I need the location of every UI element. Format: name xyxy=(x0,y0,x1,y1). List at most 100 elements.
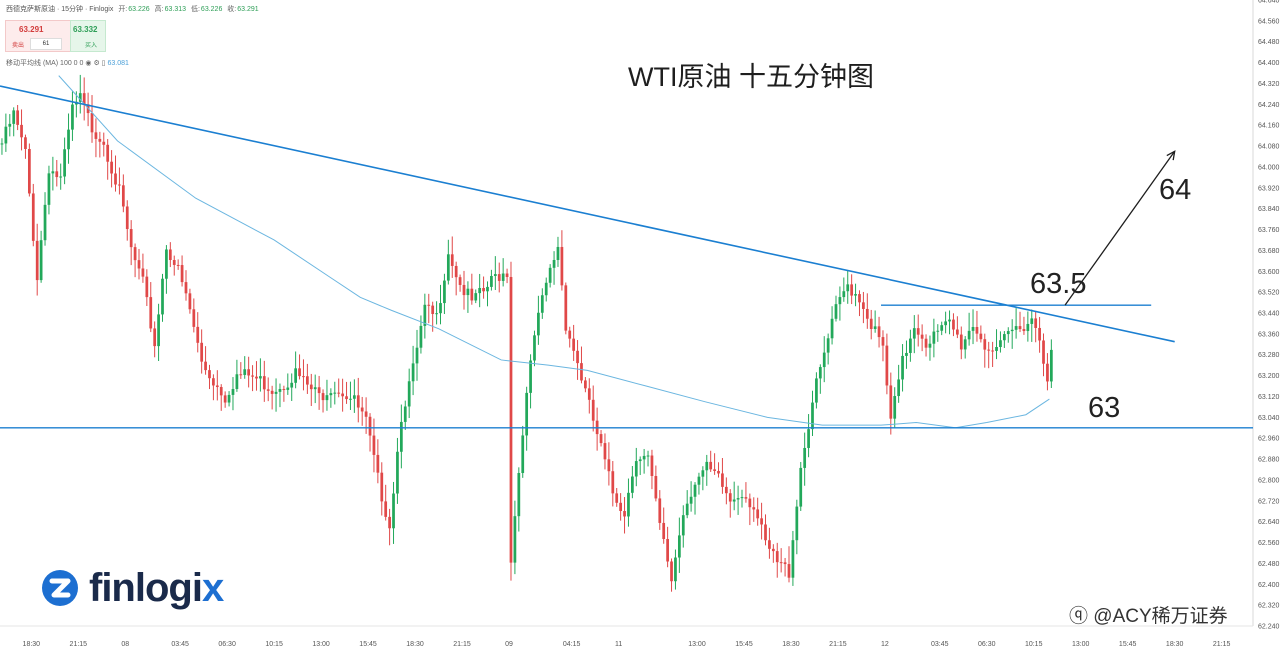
candle-body xyxy=(208,370,211,379)
candle-body xyxy=(619,502,622,511)
buy-button[interactable]: 买入 xyxy=(85,43,98,49)
candle-body xyxy=(854,294,857,296)
candle-body xyxy=(740,497,744,499)
candle-body xyxy=(752,507,756,510)
candle-body xyxy=(141,268,145,277)
candle-body xyxy=(497,274,501,281)
candle-body xyxy=(439,303,442,314)
candle-body xyxy=(952,319,955,330)
candle-body xyxy=(901,355,904,380)
candle-body xyxy=(165,249,168,279)
candle-body xyxy=(262,376,266,390)
candle-body xyxy=(419,325,423,348)
candle-body xyxy=(560,246,564,286)
candle-body xyxy=(94,132,98,139)
candle-body xyxy=(51,171,55,174)
buy-panel[interactable]: 63.332 买入 xyxy=(70,20,106,52)
candle-body xyxy=(791,540,795,578)
low-label: 低: xyxy=(190,6,200,13)
resistance-annotation: 63.5 xyxy=(1030,268,1087,300)
candle-body xyxy=(623,510,626,517)
candle-body xyxy=(356,395,360,408)
candle-body xyxy=(266,389,270,391)
candle-body xyxy=(1046,363,1049,382)
candle-body xyxy=(192,309,196,327)
candle-body xyxy=(67,129,70,150)
candle-body xyxy=(352,395,356,399)
candle-body xyxy=(458,277,462,285)
settings-icon[interactable]: ⚙ xyxy=(93,60,100,67)
candle-body xyxy=(611,471,615,494)
candle-body xyxy=(885,345,889,386)
candle-body xyxy=(533,335,536,361)
high-label: 高: xyxy=(154,6,164,13)
candle-body xyxy=(803,447,807,468)
candle-body xyxy=(838,297,842,305)
candle-body xyxy=(587,388,591,400)
candle-body xyxy=(1018,326,1022,330)
quantity-input[interactable]: 61 xyxy=(30,38,62,50)
finlogix-wordmark: finlogix xyxy=(89,568,224,608)
candle-body xyxy=(654,475,658,499)
x-tick-label: 13:00 xyxy=(1072,641,1090,648)
candle-body xyxy=(466,288,470,296)
delete-icon[interactable]: ▯ xyxy=(101,60,106,67)
candle-body xyxy=(909,338,912,353)
candle-body xyxy=(971,327,975,331)
candle-body xyxy=(384,501,388,517)
candle-body xyxy=(748,498,752,508)
candle-body xyxy=(889,385,893,419)
candle-body xyxy=(137,260,141,269)
y-tick-label: 62.400 xyxy=(1258,582,1280,589)
candle-body xyxy=(846,284,850,292)
candle-body xyxy=(760,518,763,525)
candle-body xyxy=(764,524,767,541)
y-tick-label: 62.560 xyxy=(1258,540,1280,547)
candle-body xyxy=(556,246,560,260)
candle-body xyxy=(196,326,200,343)
candle-body xyxy=(102,141,106,145)
candle-body xyxy=(509,276,513,563)
candle-body xyxy=(321,393,325,401)
x-tick-label: 04:15 xyxy=(563,641,581,648)
y-tick-label: 64.560 xyxy=(1258,18,1280,25)
sell-panel[interactable]: 63.291 卖出 61 xyxy=(5,20,71,52)
finlogix-logo: finlogix xyxy=(41,568,224,608)
candle-body xyxy=(98,138,102,142)
candle-body xyxy=(736,498,740,500)
candle-body xyxy=(1042,340,1045,364)
falling-trendline xyxy=(0,85,1175,343)
candle-body xyxy=(493,274,497,276)
candle-body xyxy=(1006,331,1010,335)
candle-body xyxy=(584,380,587,389)
candle-body xyxy=(251,375,254,377)
candle-body xyxy=(775,551,779,563)
candle-body xyxy=(435,313,438,315)
candle-body xyxy=(744,497,748,499)
candle-body xyxy=(274,391,278,394)
candle-body xyxy=(27,148,31,194)
candle-body xyxy=(0,143,4,145)
sell-button[interactable]: 卖出 xyxy=(12,43,25,49)
close-label: 收: xyxy=(227,6,237,13)
candle-body xyxy=(31,193,35,241)
ma-legend[interactable]: 移动平均线 (MA) 100 0 0 ◉ ⚙ ▯ 63.081 xyxy=(6,58,129,68)
x-tick-label: 18:30 xyxy=(406,641,424,648)
candle-body xyxy=(255,376,258,379)
candle-body xyxy=(517,473,521,517)
candle-body xyxy=(897,379,901,397)
candle-body xyxy=(783,562,787,565)
x-tick-label: 13:00 xyxy=(312,641,330,648)
candle-body xyxy=(842,291,846,298)
candle-body xyxy=(713,469,716,471)
eye-icon[interactable]: ◉ xyxy=(85,60,92,67)
candle-body xyxy=(631,476,634,493)
y-tick-label: 64.640 xyxy=(1258,0,1280,5)
candle-body xyxy=(39,240,43,281)
y-tick-label: 62.240 xyxy=(1258,624,1280,631)
candle-body xyxy=(35,240,39,281)
candle-body xyxy=(591,399,595,421)
candle-body xyxy=(822,352,826,368)
candle-body xyxy=(403,406,407,422)
